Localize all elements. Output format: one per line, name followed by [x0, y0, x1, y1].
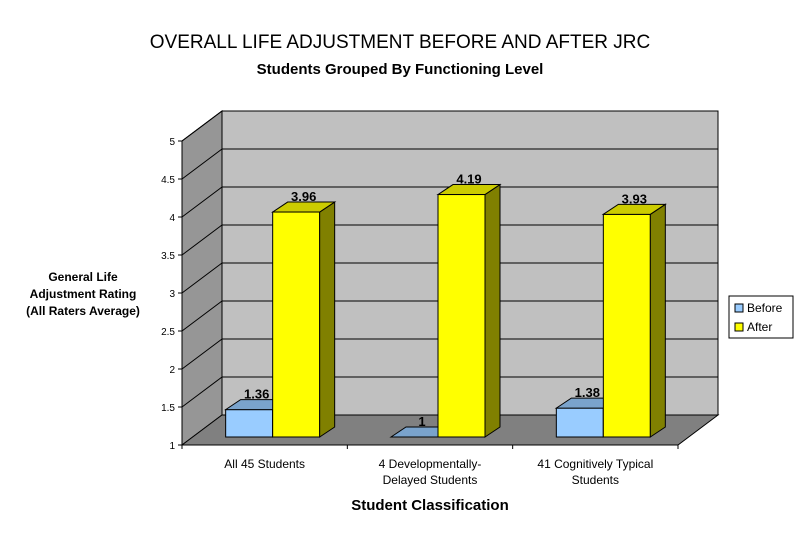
y-tick-label: 4: [169, 213, 175, 224]
y-tick-label: 4.5: [161, 175, 175, 186]
gridline-side: [181, 262, 223, 294]
gridline-side: [181, 376, 223, 408]
x-category-label: All 45 Students: [224, 457, 305, 471]
y-tick-label: 5: [169, 137, 175, 148]
legend-swatch-after: [734, 322, 744, 332]
legend-swatch-before: [734, 303, 744, 313]
y-axis-label-line: (All Raters Average): [26, 304, 140, 318]
y-tick-label: 1.5: [161, 403, 175, 414]
bar-before-front: [225, 409, 274, 438]
chart-subtitle: Students Grouped By Functioning Level: [257, 61, 544, 78]
chart-title: OVERALL LIFE ADJUSTMENT BEFORE AND AFTER…: [150, 32, 650, 53]
y-tick-label: 2.5: [161, 327, 175, 338]
x-category-label: Students: [572, 473, 619, 487]
bar-after-top: [436, 184, 502, 196]
x-category-label: 41 Cognitively Typical: [537, 457, 653, 471]
data-label-after: 4.19: [456, 172, 481, 187]
y-tick-label: 2: [169, 365, 175, 376]
legend-label-after: After: [747, 320, 772, 334]
y-axis-label-line: Adjustment Rating: [30, 287, 137, 301]
gridline-side: [181, 224, 223, 256]
gridline-side: [181, 186, 223, 218]
bar-after-front: [602, 213, 651, 438]
data-label-after: 3.96: [291, 189, 316, 204]
gridline-side: [181, 300, 223, 332]
y-tick-label: 1: [169, 441, 175, 452]
bar-after-side: [484, 183, 501, 438]
bar-after-front: [437, 194, 486, 438]
y-tick-label: 3.5: [161, 251, 175, 262]
y-tick-label: 3: [169, 289, 175, 300]
data-label-before: 1.36: [244, 387, 269, 402]
bar-after-top: [271, 201, 337, 213]
y-axis-label: General Life Adjustment Rating (All Rate…: [26, 270, 140, 318]
legend: Before After: [728, 295, 794, 339]
gridline-side: [181, 110, 223, 142]
bar-after-side: [649, 203, 666, 438]
x-category-label: Delayed Students: [383, 473, 478, 487]
bar-after-top: [601, 203, 667, 215]
bar-after-front: [272, 211, 321, 438]
data-label-before: 1.38: [575, 385, 600, 400]
gridline-side: [181, 148, 223, 180]
data-label-after: 3.93: [622, 191, 647, 206]
bar-before-front: [555, 407, 604, 438]
y-axis-ticks: 1 1.5 2 2.5 3 3.5 4 4.5 5: [161, 137, 678, 452]
x-axis-label: Student Classification: [351, 497, 509, 514]
gridline-side: [181, 338, 223, 370]
y-axis-label-line: General Life: [48, 270, 118, 284]
x-category-label: 4 Developmentally-: [379, 457, 482, 471]
legend-label-before: Before: [747, 301, 783, 315]
data-label-before: 1: [418, 414, 425, 429]
bar-after-side: [319, 201, 336, 438]
bars: 1.36 3.96 1 4.19 1.38 3.93: [224, 172, 667, 438]
x-axis-categories: All 45 Students 4 Developmentally- Delayed…: [181, 445, 679, 487]
